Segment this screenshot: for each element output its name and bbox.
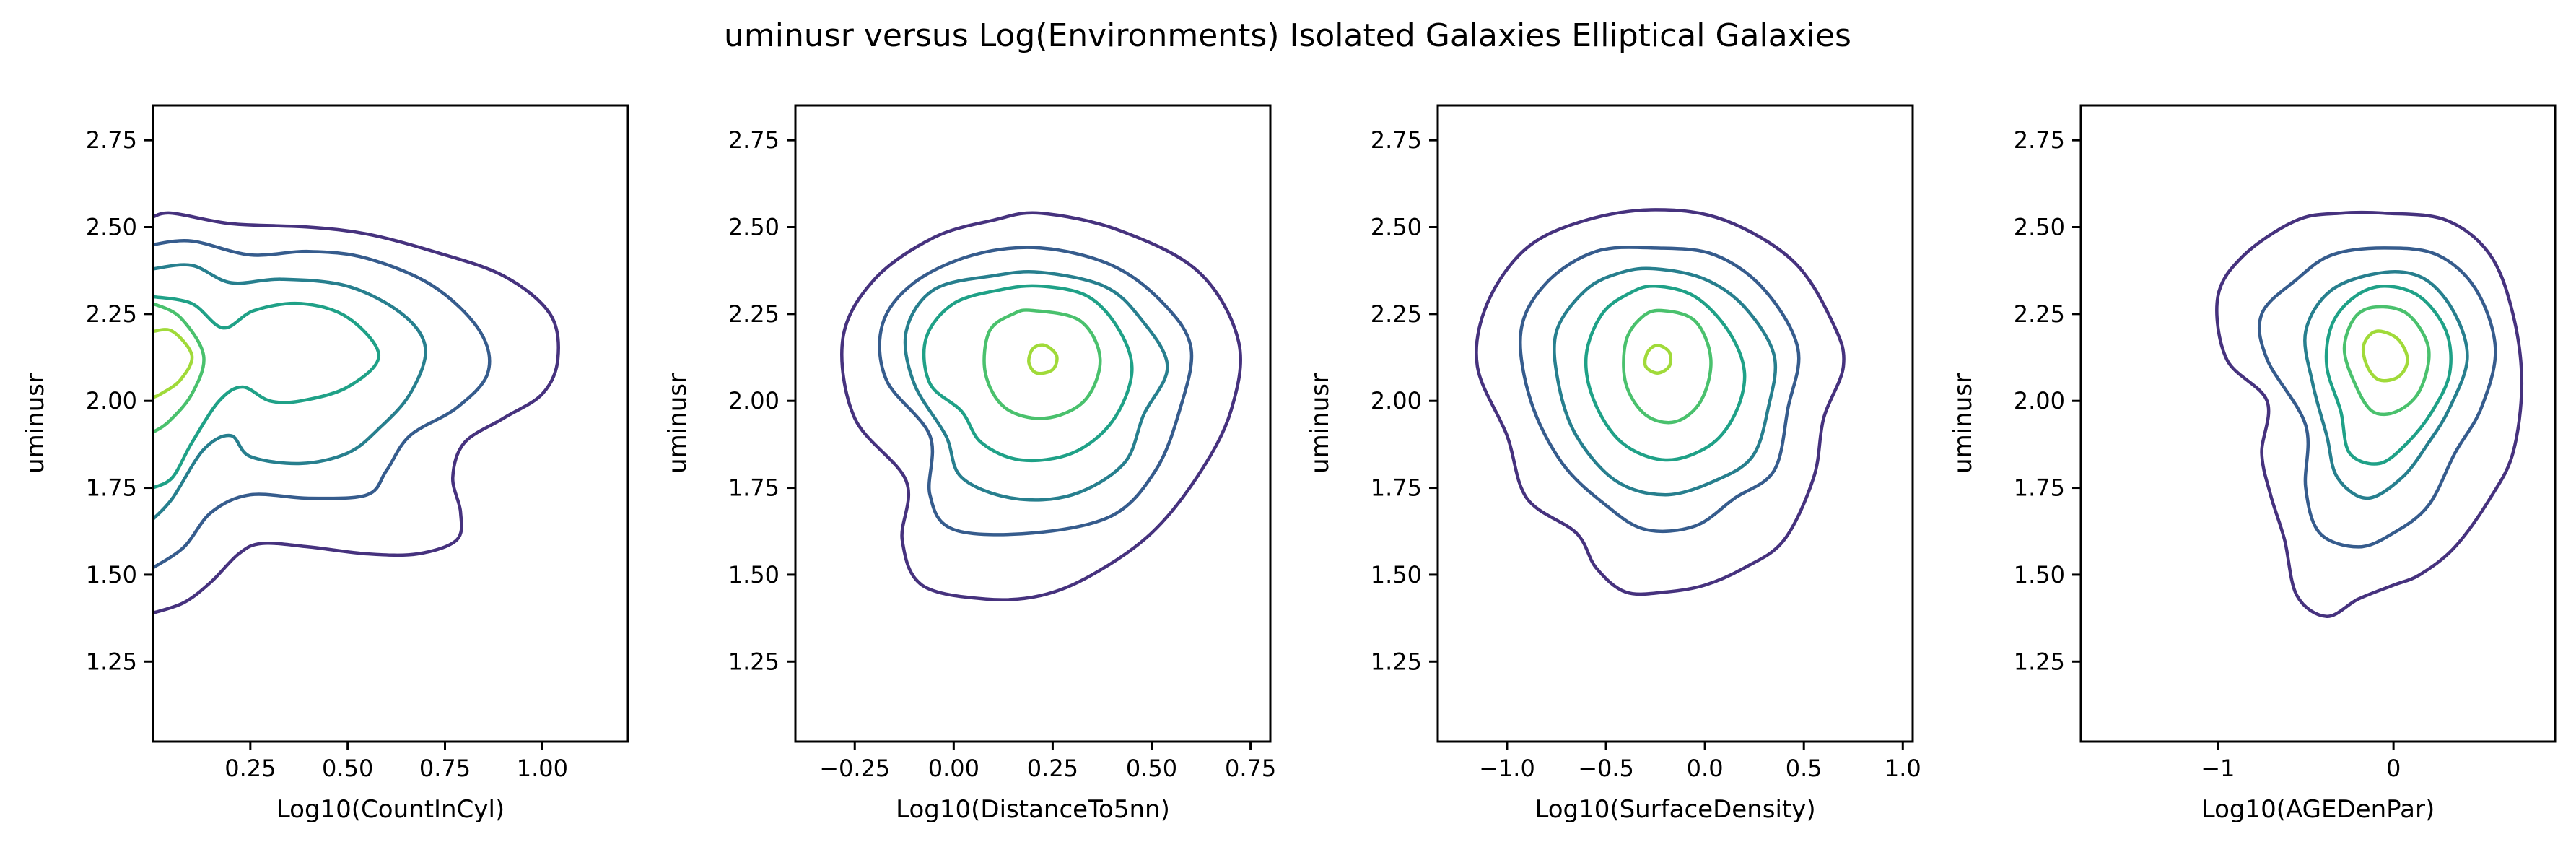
y-tick-label: 2.50 — [1371, 213, 1422, 240]
contour-level-3 — [2303, 269, 2469, 500]
axes-frame — [1436, 104, 1914, 743]
contour-level-5 — [2342, 305, 2431, 417]
subplot-3: −1.0 −0.5 0.0 0.5 1.0 1.25 1.50 1.75 2.00 2.25 2.5… — [1306, 104, 1921, 824]
axes-frame — [2079, 104, 2557, 743]
y-tick-label: 1.75 — [1371, 474, 1422, 502]
y-tick-label: 2.75 — [728, 126, 780, 154]
y-tick-label: 2.00 — [728, 387, 780, 414]
contour-level-3 — [1553, 266, 1778, 497]
subplot-2: −0.25 0.00 0.25 0.50 0.75 1.25 1.50 1.75 2.00 2.2… — [663, 104, 1276, 824]
contour-set — [840, 211, 1242, 601]
contour-level-5 — [1622, 308, 1713, 425]
axes-frame — [152, 104, 629, 743]
contour-level-1 — [1475, 208, 1846, 596]
y-axis-label: uminusr — [21, 373, 50, 474]
contour-level-2 — [1519, 246, 1801, 534]
x-tick-label: 1.00 — [517, 755, 568, 782]
subplot-1: 0.25 0.50 0.75 1.00 1.25 1.50 1.75 2.00 2.25 2.50… — [21, 104, 629, 824]
y-tick-label: 2.25 — [2014, 300, 2065, 328]
y-tick-label: 1.25 — [728, 648, 780, 675]
x-tick-label: −0.5 — [1578, 755, 1634, 782]
y-axis-label: uminusr — [1949, 373, 1978, 474]
y-tick-label: 1.75 — [2014, 474, 2065, 502]
contour-level-4 — [2324, 285, 2453, 466]
x-axis-label: Log10(DistanceTo5nn) — [896, 795, 1170, 824]
y-tick-label: 1.50 — [728, 561, 780, 588]
x-tick-label: 0.25 — [1027, 755, 1078, 782]
x-tick-label: 1.0 — [1885, 755, 1921, 782]
x-tick-label: 0.75 — [1225, 755, 1276, 782]
x-tick-label: −0.25 — [819, 755, 890, 782]
contour-set — [153, 211, 560, 615]
figure-suptitle: uminusr versus Log(Environments) Isolate… — [724, 17, 1851, 54]
x-tick-label: 0.50 — [322, 755, 373, 782]
contour-level-2 — [153, 239, 492, 570]
x-tick-label: 0.50 — [1126, 755, 1177, 782]
y-tick-label: 2.00 — [2014, 387, 2065, 414]
x-tick-label: 0.75 — [419, 755, 471, 782]
contour-level-6 — [153, 328, 194, 399]
contour-level-3 — [153, 263, 427, 521]
subplot-4: −1 0 1.25 1.50 1.75 2.00 2.25 2.50 2.75 Log10(AGE… — [1949, 104, 2557, 824]
x-axis-label: Log10(SurfaceDensity) — [1534, 795, 1815, 824]
y-axis-label: uminusr — [1306, 373, 1335, 474]
y-tick-label: 2.50 — [728, 213, 780, 240]
contour-level-2 — [2257, 246, 2497, 549]
axes-frame — [794, 104, 1272, 743]
x-axis-label: Log10(AGEDenPar) — [2201, 795, 2435, 824]
contour-set — [1475, 208, 1846, 596]
x-axis-label: Log10(CountInCyl) — [276, 795, 505, 824]
x-tick-label: 0.5 — [1786, 755, 1822, 782]
contour-level-4 — [1584, 284, 1747, 462]
contour-level-2 — [878, 246, 1194, 537]
contour-level-6 — [2361, 329, 2409, 383]
y-tick-label: 1.50 — [86, 561, 137, 588]
y-tick-label: 2.75 — [2014, 126, 2065, 154]
y-tick-label: 2.50 — [2014, 213, 2065, 240]
y-tick-label: 2.00 — [1371, 387, 1422, 414]
y-tick-label: 2.75 — [1371, 126, 1422, 154]
y-axis-label: uminusr — [663, 373, 692, 474]
y-tick-label: 1.25 — [86, 648, 137, 675]
contour-level-5 — [982, 308, 1102, 420]
y-tick-label: 1.25 — [2014, 648, 2065, 675]
y-tick-label: 1.75 — [728, 474, 780, 502]
x-tick-label: 0 — [2386, 755, 2401, 782]
contour-set — [2215, 210, 2524, 618]
contour-level-6 — [1027, 343, 1059, 375]
contour-level-1 — [2215, 210, 2524, 618]
y-tick-label: 2.25 — [728, 300, 780, 328]
y-tick-label: 2.00 — [86, 387, 137, 414]
y-tick-label: 2.25 — [1371, 300, 1422, 328]
contour-level-5 — [153, 302, 206, 434]
contour-level-1 — [153, 211, 560, 615]
x-tick-label: −1.0 — [1479, 755, 1535, 782]
y-tick-label: 1.25 — [1371, 648, 1422, 675]
y-tick-label: 2.25 — [86, 300, 137, 328]
y-tick-label: 2.50 — [86, 213, 137, 240]
x-tick-label: 0.25 — [224, 755, 276, 782]
y-tick-label: 1.50 — [2014, 561, 2065, 588]
contour-level-1 — [840, 211, 1242, 601]
x-tick-label: −1 — [2201, 755, 2235, 782]
contour-level-4 — [922, 284, 1134, 463]
contour-level-3 — [903, 270, 1169, 502]
y-tick-label: 2.75 — [86, 126, 137, 154]
contour-level-6 — [1643, 343, 1673, 375]
y-tick-label: 1.50 — [1371, 561, 1422, 588]
subplot-grid: 0.25 0.50 0.75 1.001.251.501.752.002.252.50… — [21, 104, 2557, 824]
y-tick-label: 1.75 — [86, 474, 137, 502]
contour-level-4 — [153, 295, 381, 490]
x-tick-label: 0.0 — [1687, 755, 1724, 782]
x-tick-label: 0.00 — [928, 755, 979, 782]
